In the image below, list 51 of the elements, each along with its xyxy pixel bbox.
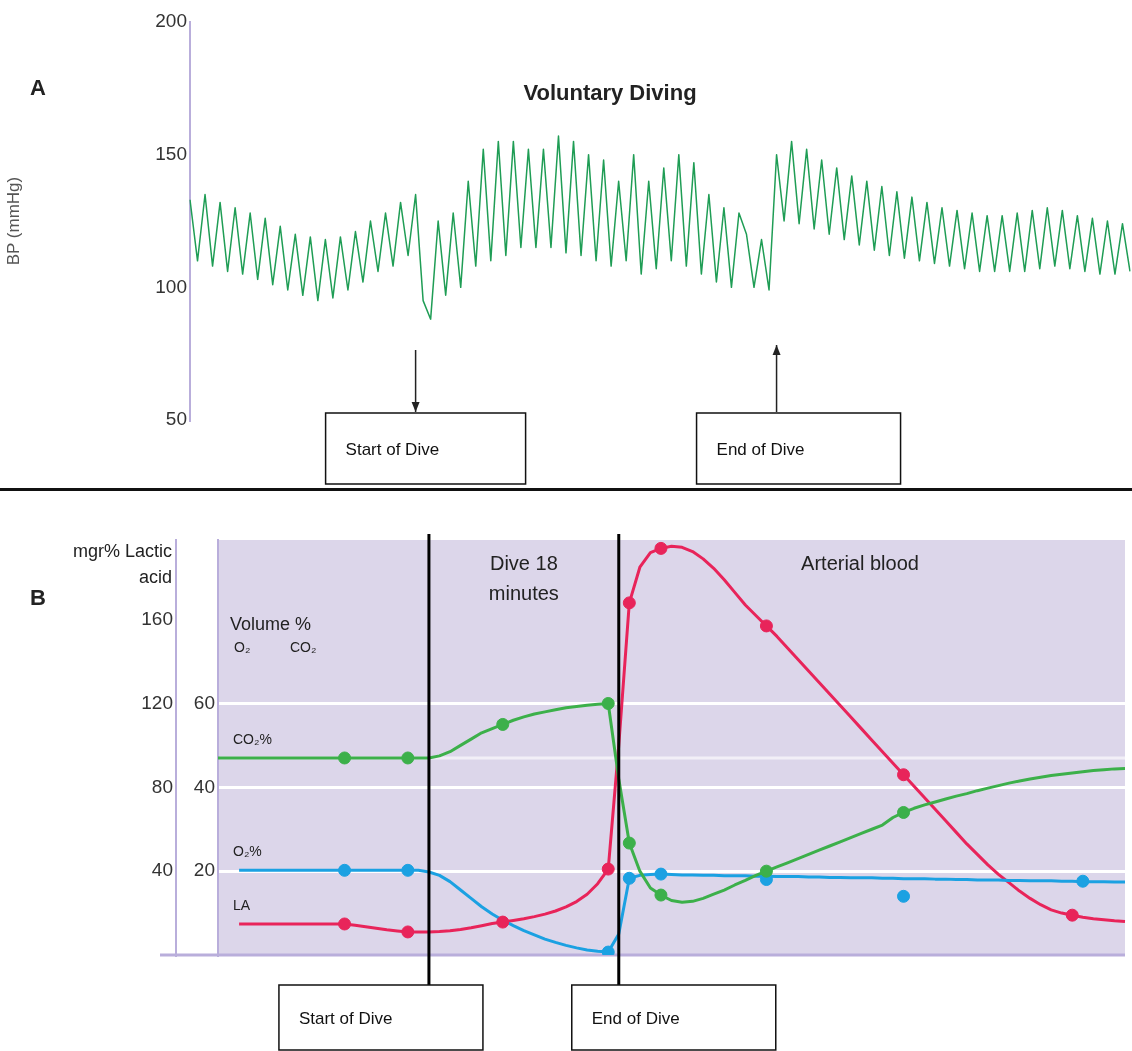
point [401, 863, 415, 877]
point [622, 596, 636, 610]
point [496, 717, 510, 731]
point [338, 917, 352, 931]
y2-tick-label: 40 [193, 775, 215, 797]
y2-axis-title: Volume % [230, 614, 312, 634]
y-tick-label: 80 [151, 775, 173, 797]
point [759, 864, 773, 878]
y-tick-label: 150 [155, 142, 187, 164]
annotation: Dive 18 minutes [488, 552, 559, 604]
annotation: Arterial blood [801, 552, 919, 574]
point [622, 871, 636, 885]
annotation: O₂ [234, 639, 251, 655]
y-tick-label: 50 [165, 408, 187, 430]
text: Start of Dive [345, 440, 440, 460]
text: B [30, 585, 46, 610]
y2-tick-label: 60 [193, 691, 215, 713]
point [401, 925, 415, 939]
point [759, 619, 773, 633]
y-axis-title: mgr% Lactic acid [72, 541, 172, 587]
y-tick-label: 200 [155, 10, 187, 32]
y-tick-label: 40 [151, 859, 173, 881]
y-tick-label: 100 [155, 275, 187, 297]
point [654, 867, 668, 881]
point [1076, 874, 1090, 888]
text: Start of Dive [298, 1009, 393, 1029]
point [496, 915, 510, 929]
y-tick-label: 120 [141, 691, 173, 713]
series-label: LA [233, 896, 251, 913]
series-label: O₂% [233, 843, 262, 860]
point [897, 889, 911, 903]
point [897, 768, 911, 782]
point [897, 805, 911, 819]
point [654, 541, 668, 555]
point [1065, 908, 1079, 922]
y-axis-title: BP (mmHg) [3, 176, 23, 266]
point [654, 888, 668, 902]
y2-tick-label: 20 [193, 859, 215, 881]
series-label: CO₂% [233, 730, 272, 747]
point [338, 863, 352, 877]
point [601, 862, 615, 876]
text: End of Dive [591, 1009, 680, 1029]
text: A [30, 75, 46, 100]
point [401, 751, 415, 765]
point [601, 696, 615, 710]
y-tick-label: 160 [141, 607, 173, 629]
text: End of Dive [716, 440, 805, 460]
annotation: CO₂ [290, 639, 317, 655]
point [622, 836, 636, 850]
text: Voluntary Diving [523, 80, 697, 105]
point [338, 751, 352, 765]
